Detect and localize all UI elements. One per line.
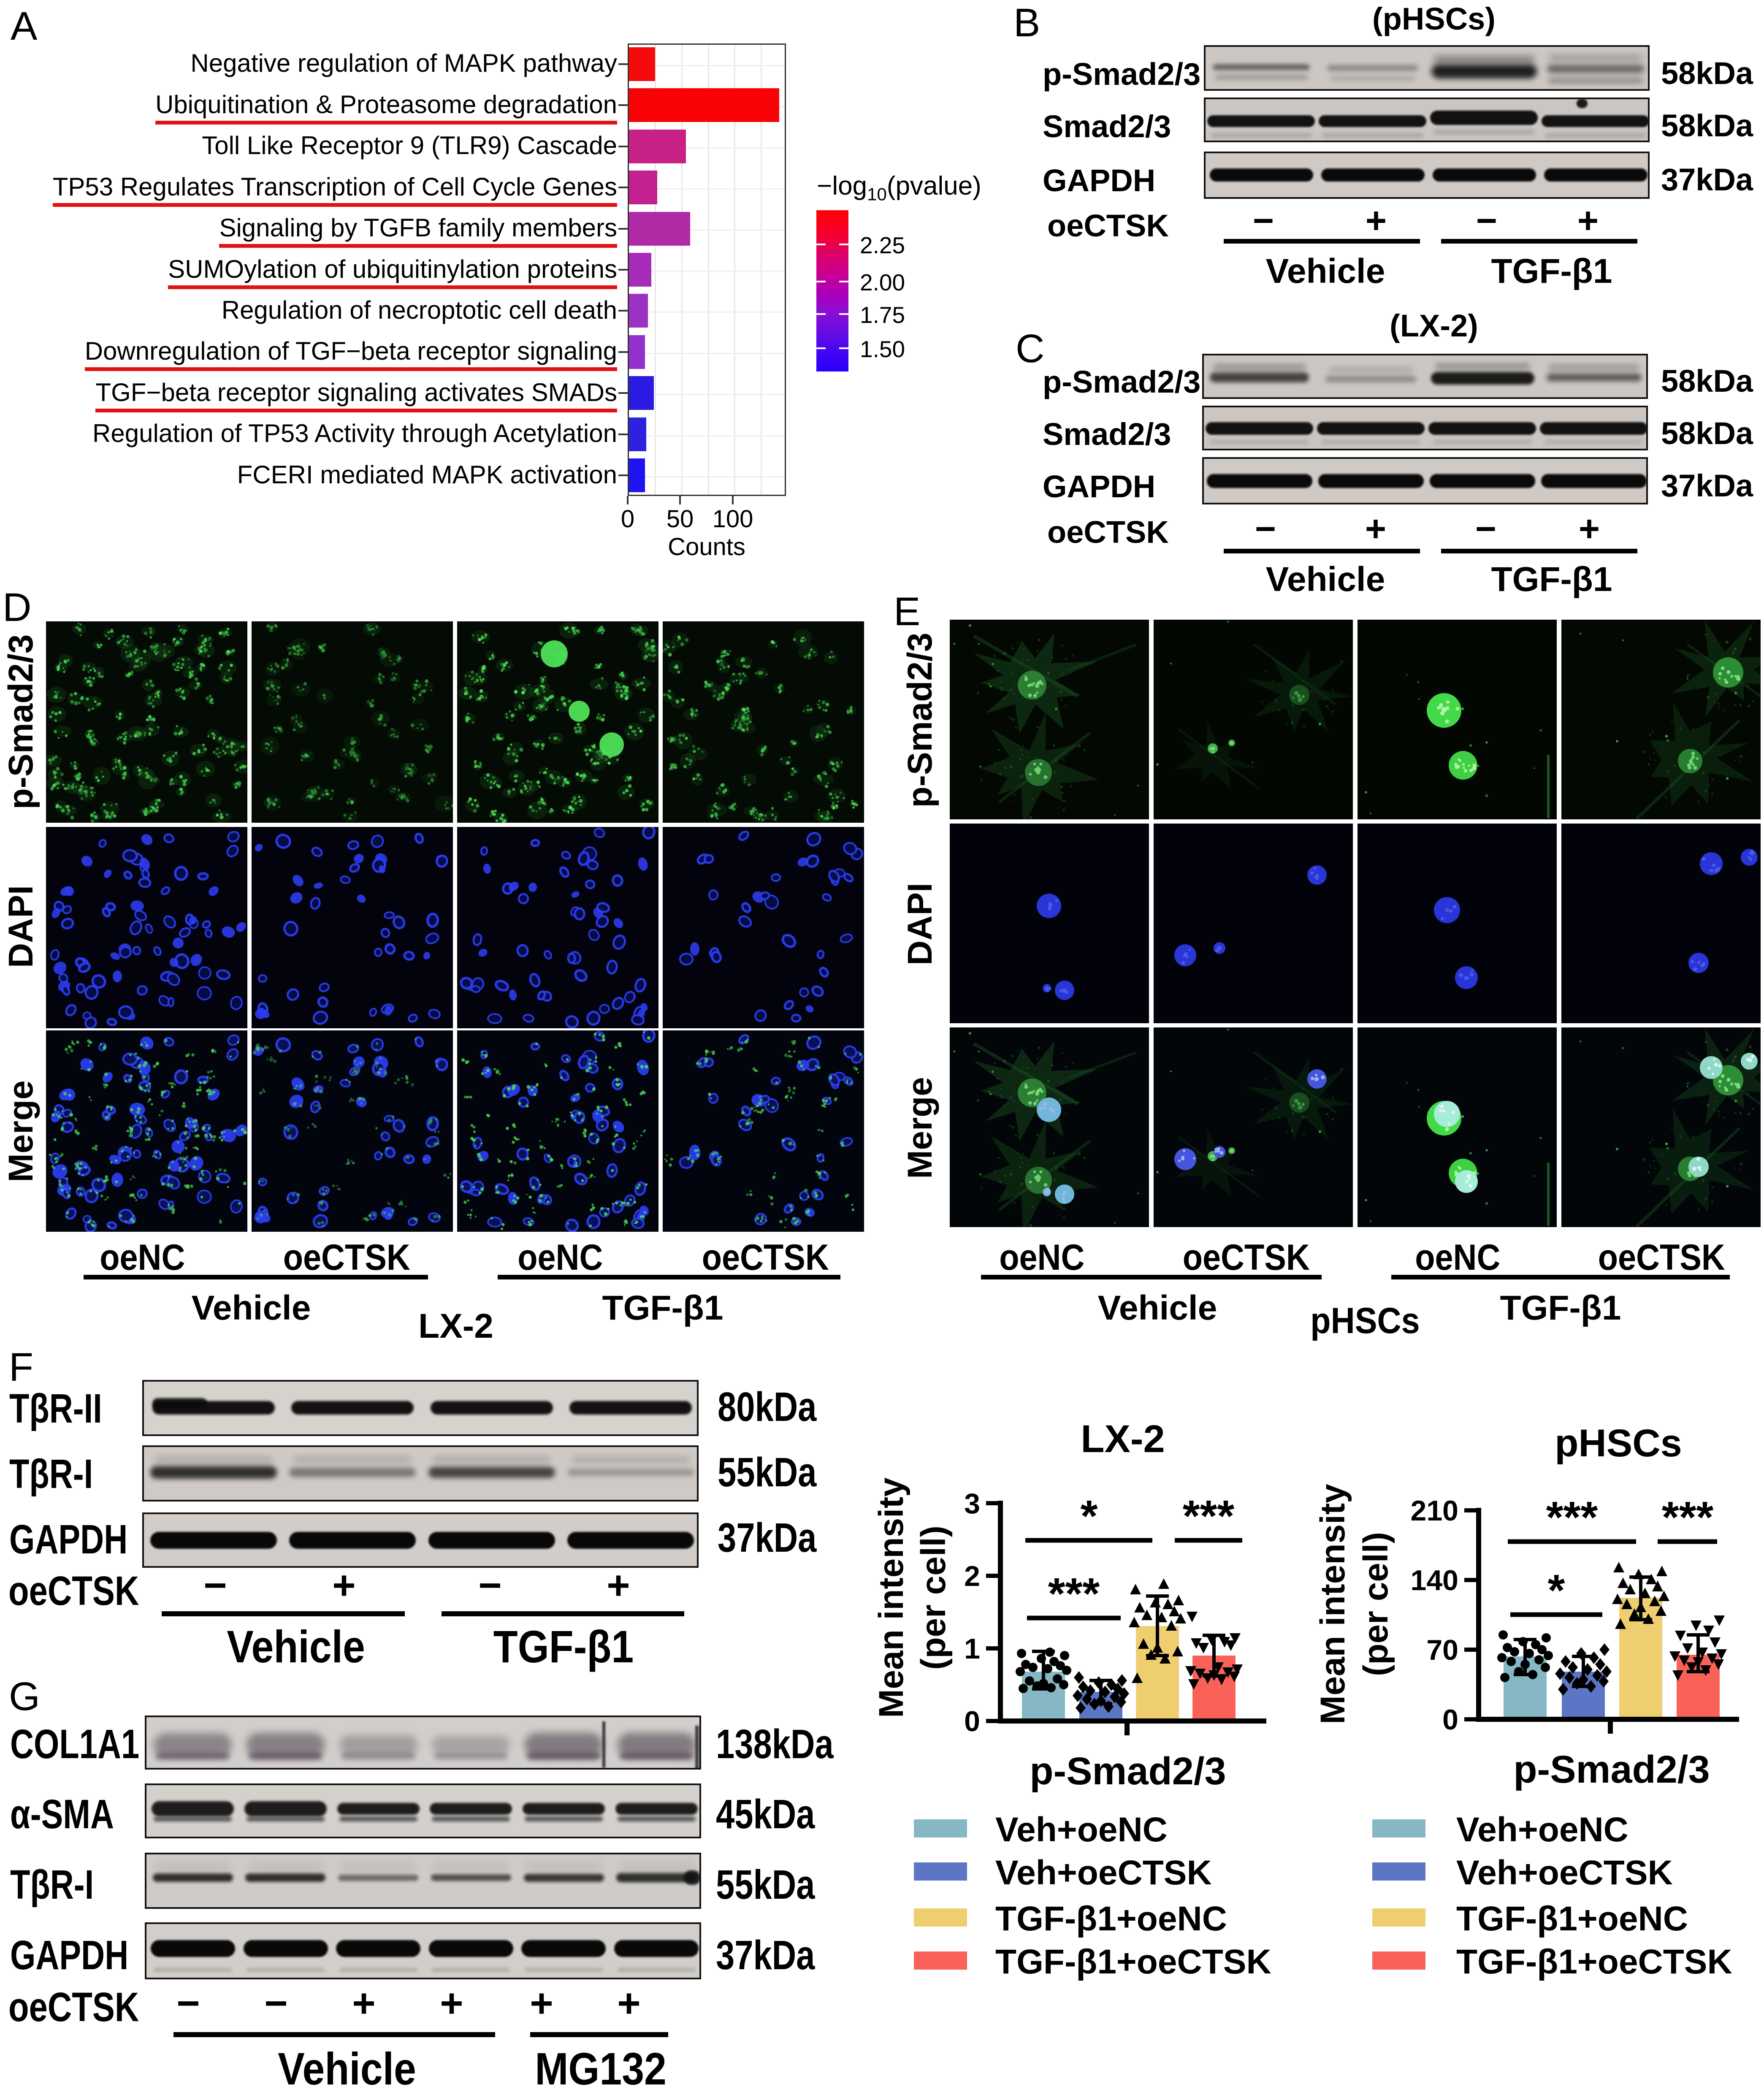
svg-text:70: 70 — [1426, 1634, 1458, 1666]
svg-text:140: 140 — [1411, 1564, 1458, 1596]
svg-text:0: 0 — [1442, 1704, 1458, 1736]
svg-text:pHSCs: pHSCs — [1555, 1422, 1682, 1465]
svg-text:p-Smad2/3: p-Smad2/3 — [1513, 1748, 1710, 1791]
svg-text:3: 3 — [964, 1488, 980, 1520]
svg-text:1: 1 — [964, 1633, 980, 1665]
svg-text:***: *** — [1662, 1493, 1714, 1542]
svg-text:***: *** — [1183, 1491, 1235, 1541]
svg-text:0: 0 — [964, 1705, 980, 1737]
svg-text:*: * — [1548, 1566, 1565, 1615]
svg-text:2: 2 — [964, 1560, 980, 1592]
svg-text:210: 210 — [1411, 1495, 1458, 1527]
svg-text:p-Smad2/3: p-Smad2/3 — [1030, 1750, 1226, 1793]
svg-text:LX-2: LX-2 — [1081, 1417, 1165, 1461]
svg-text:*: * — [1081, 1491, 1098, 1541]
svg-text:***: *** — [1546, 1493, 1598, 1542]
svg-text:***: *** — [1048, 1569, 1100, 1618]
